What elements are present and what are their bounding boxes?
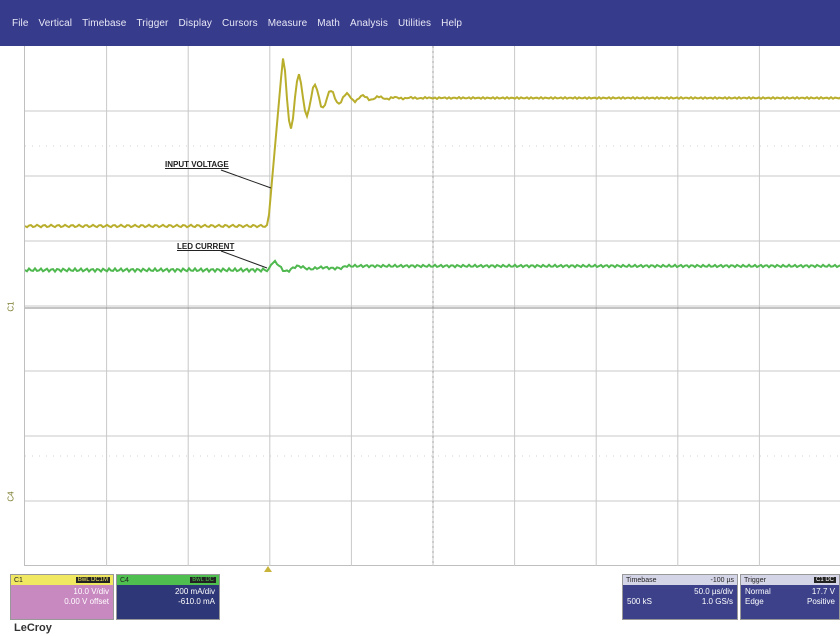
menu-cursors[interactable]: Cursors <box>221 17 258 29</box>
channel-marker-c4: C4 <box>6 491 16 502</box>
c1-name: C1 <box>14 576 23 584</box>
menu-display[interactable]: Display <box>178 17 212 29</box>
led-current-label: LED CURRENT <box>177 242 235 251</box>
menu-utilities[interactable]: Utilities <box>397 17 432 29</box>
menu-file[interactable]: File <box>12 17 29 29</box>
trigger-slope: Positive <box>806 597 835 606</box>
menu-math[interactable]: Math <box>317 17 340 29</box>
timebase-scale: 50.0 µs/div <box>694 587 733 596</box>
input-voltage-label: INPUT VOLTAGE <box>165 160 229 169</box>
c4-coupling-tag: BwL DC <box>190 577 216 583</box>
trigger-name: Trigger <box>744 576 766 584</box>
led-current-leader <box>220 250 268 269</box>
menu-help[interactable]: Help <box>441 17 463 29</box>
menu-trigger[interactable]: Trigger <box>136 17 169 29</box>
input-voltage-leader <box>220 169 272 189</box>
c1-coupling-tag: BwL DC1M <box>75 577 110 583</box>
c4-scale: 200 mA/div <box>174 587 215 596</box>
trigger-level: 17.7 V <box>811 587 835 596</box>
brand-logo: LeCroy <box>14 622 52 634</box>
timebase-descriptor[interactable]: Timebase -100 µs 50.0 µs/div 500 kS 1.0 … <box>622 574 738 620</box>
menu-vertical[interactable]: Vertical <box>38 17 73 29</box>
timebase-name: Timebase <box>626 576 657 584</box>
c1-offset: 0.00 V offset <box>64 597 109 606</box>
trigger-descriptor[interactable]: Trigger C1 DC Normal 17.7 V Edge Positiv… <box>740 574 840 620</box>
menu-timebase[interactable]: Timebase <box>82 17 127 29</box>
channel-descriptor-c1[interactable]: C1 BwL DC1M 10.0 V/div 0.00 V offset <box>10 574 114 620</box>
waveform-traces <box>25 58 840 274</box>
c1-scale: 10.0 V/div <box>73 587 109 596</box>
trigger-position-marker[interactable] <box>264 566 272 572</box>
status-area: C1 BwL DC1M 10.0 V/div 0.00 V offset C4 … <box>0 566 840 636</box>
c4-name: C4 <box>120 576 129 584</box>
waveform-display[interactable]: INPUT VOLTAGE LED CURRENT <box>24 46 840 566</box>
trigger-mode: Normal <box>745 587 771 596</box>
menu-bar: File Vertical Timebase Trigger Display C… <box>0 0 840 46</box>
menu-analysis[interactable]: Analysis <box>349 17 388 29</box>
trigger-source-tag: C1 DC <box>813 577 836 583</box>
trace-c1-input-voltage <box>25 58 840 229</box>
trigger-type: Edge <box>745 597 764 606</box>
timebase-sample-rate: 1.0 GS/s <box>701 597 733 606</box>
trace-c4-led-current <box>25 259 840 274</box>
timebase-samples: 500 kS <box>627 597 652 606</box>
channel-descriptor-c4[interactable]: C4 BwL DC 200 mA/div -610.0 mA <box>116 574 220 620</box>
menu-measure[interactable]: Measure <box>267 17 308 29</box>
timebase-delay: -100 µs <box>710 576 735 584</box>
c4-offset: -610.0 mA <box>178 597 215 606</box>
graticule <box>25 46 840 566</box>
channel-marker-c1: C1 <box>6 301 16 312</box>
